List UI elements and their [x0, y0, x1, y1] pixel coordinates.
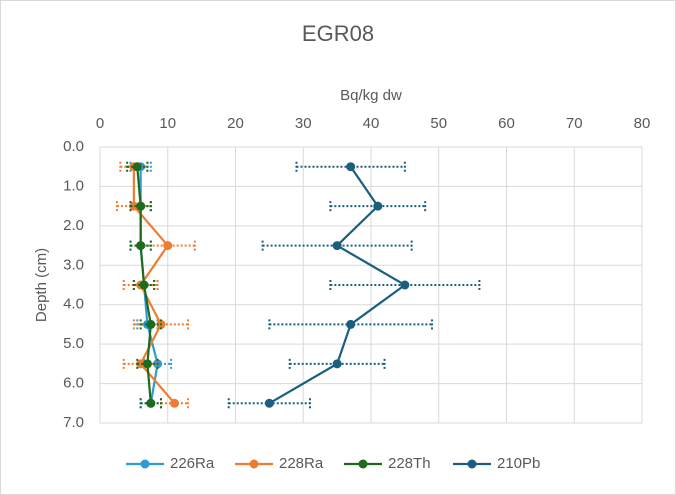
point — [146, 398, 156, 408]
point — [400, 280, 410, 290]
legend-swatch-marker — [140, 459, 150, 469]
point — [136, 201, 146, 211]
error-bar — [132, 319, 190, 330]
x-tick-label: 10 — [159, 115, 176, 132]
error-bar — [129, 201, 152, 212]
legend-label: 228Ra — [279, 455, 324, 472]
error-bar — [132, 280, 156, 290]
y-tick-label: 6.0 — [63, 375, 84, 392]
point — [170, 398, 180, 408]
x-tick-label: 60 — [498, 115, 515, 132]
x-tick-label: 0 — [96, 115, 104, 132]
point — [139, 280, 149, 290]
legend-swatch-marker — [249, 459, 259, 469]
point — [129, 201, 139, 211]
legend-label: 226Ra — [170, 455, 215, 472]
legend-label: 210Pb — [497, 455, 540, 472]
point — [373, 201, 383, 211]
error-bar — [288, 358, 386, 369]
x-tick-label: 20 — [227, 115, 244, 132]
legend-swatch-marker — [358, 459, 368, 469]
error-bar — [126, 161, 149, 172]
x-tick-label: 50 — [430, 115, 447, 132]
error-bar — [139, 398, 162, 409]
x-tick-label: 30 — [295, 115, 312, 132]
error-bar — [329, 280, 481, 290]
y-tick-label: 0.0 — [63, 138, 84, 155]
x-tick-label: 70 — [566, 115, 583, 132]
x-tick-label: 80 — [634, 115, 651, 132]
x-tick-label: 40 — [363, 115, 380, 132]
point — [142, 359, 152, 369]
point — [332, 241, 342, 251]
point — [332, 359, 342, 369]
error-bar — [139, 319, 162, 330]
y-tick-label: 2.0 — [63, 217, 84, 234]
point — [136, 241, 146, 251]
error-bar — [295, 161, 406, 172]
y-tick-label: 5.0 — [63, 335, 84, 352]
point — [264, 398, 274, 408]
point — [346, 162, 356, 172]
error-bar — [129, 240, 152, 251]
y-tick-label: 7.0 — [63, 414, 84, 431]
y-axis-label: Depth (cm) — [33, 248, 50, 322]
error-bar — [136, 358, 159, 369]
error-bar — [329, 201, 427, 212]
point — [346, 319, 356, 329]
legend-label: 228Th — [388, 455, 431, 472]
chart-title: EGR08 — [302, 21, 374, 46]
y-tick-label: 3.0 — [63, 256, 84, 273]
point — [132, 162, 142, 172]
y-tick-label: 4.0 — [63, 296, 84, 313]
point — [146, 319, 156, 329]
x-axis-label: Bq/kg dw — [340, 87, 402, 104]
point — [163, 241, 173, 251]
point — [136, 359, 146, 369]
legend-swatch-marker — [467, 459, 477, 469]
error-bar — [261, 240, 413, 251]
y-tick-label: 1.0 — [63, 177, 84, 194]
